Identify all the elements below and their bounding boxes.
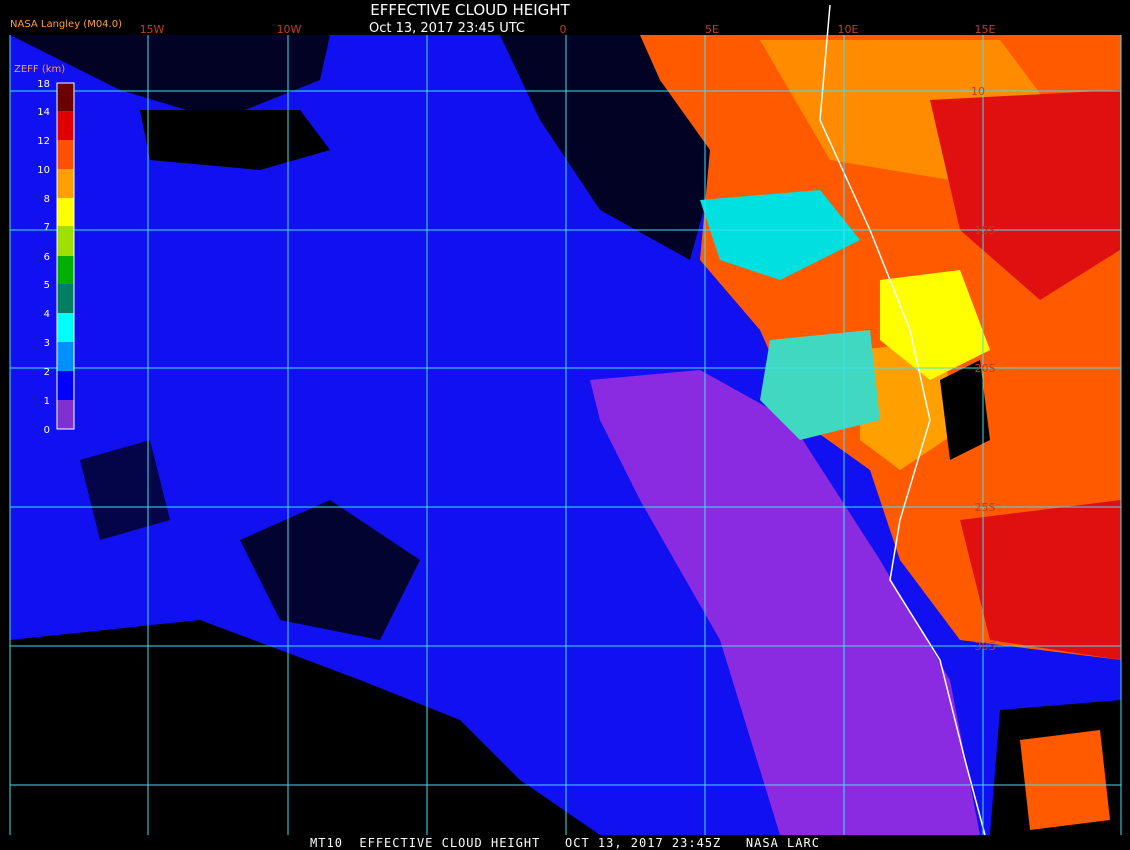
legend-label: 0: [44, 425, 50, 436]
legend-label: 10: [37, 165, 50, 176]
longitude-labels: 15W 10W 0 5E 10E 15E: [140, 23, 996, 36]
source: NASA Langley (M04.0): [10, 19, 122, 30]
lat-label: 15S: [975, 224, 996, 237]
legend-label: 3: [44, 338, 50, 349]
latitude-labels: 10 15S 20S 25S 30S: [971, 85, 996, 653]
lon-label: 0: [560, 23, 567, 36]
title: EFFECTIVE CLOUD HEIGHT: [370, 1, 570, 19]
subtitle: Oct 13, 2017 23:45 UTC: [369, 21, 525, 36]
legend-title: ZEFF (km): [14, 64, 65, 75]
graticule: [9, 35, 1122, 835]
lon-label: 15E: [975, 23, 996, 36]
legend-label: 7: [44, 222, 50, 233]
lat-label: 30S: [975, 640, 996, 653]
lon-label: 10E: [838, 23, 859, 36]
lat-label: 20S: [975, 362, 996, 375]
lon-label: 10W: [277, 23, 302, 36]
legend-label: 5: [44, 280, 50, 291]
lat-label: 25S: [975, 501, 996, 514]
legend-label: 18: [37, 79, 50, 90]
legend-label: 1: [44, 396, 50, 407]
legend-label: 2: [44, 367, 50, 378]
legend-label: 6: [44, 252, 50, 263]
colorbar: [56, 82, 75, 430]
footer: MT10 EFFECTIVE CLOUD HEIGHT OCT 13, 2017…: [310, 836, 820, 850]
legend-label: 8: [44, 194, 50, 205]
legend-label: 14: [37, 107, 50, 118]
lon-label: 15W: [140, 23, 165, 36]
legend-label: 12: [37, 136, 50, 147]
legend-label: 4: [44, 309, 50, 320]
lon-label: 5E: [705, 23, 719, 36]
lat-label: 10: [971, 85, 985, 98]
colorbar-labels: 18 14 12 10 8 7 6 5 4 3 2 1 0: [37, 79, 50, 436]
